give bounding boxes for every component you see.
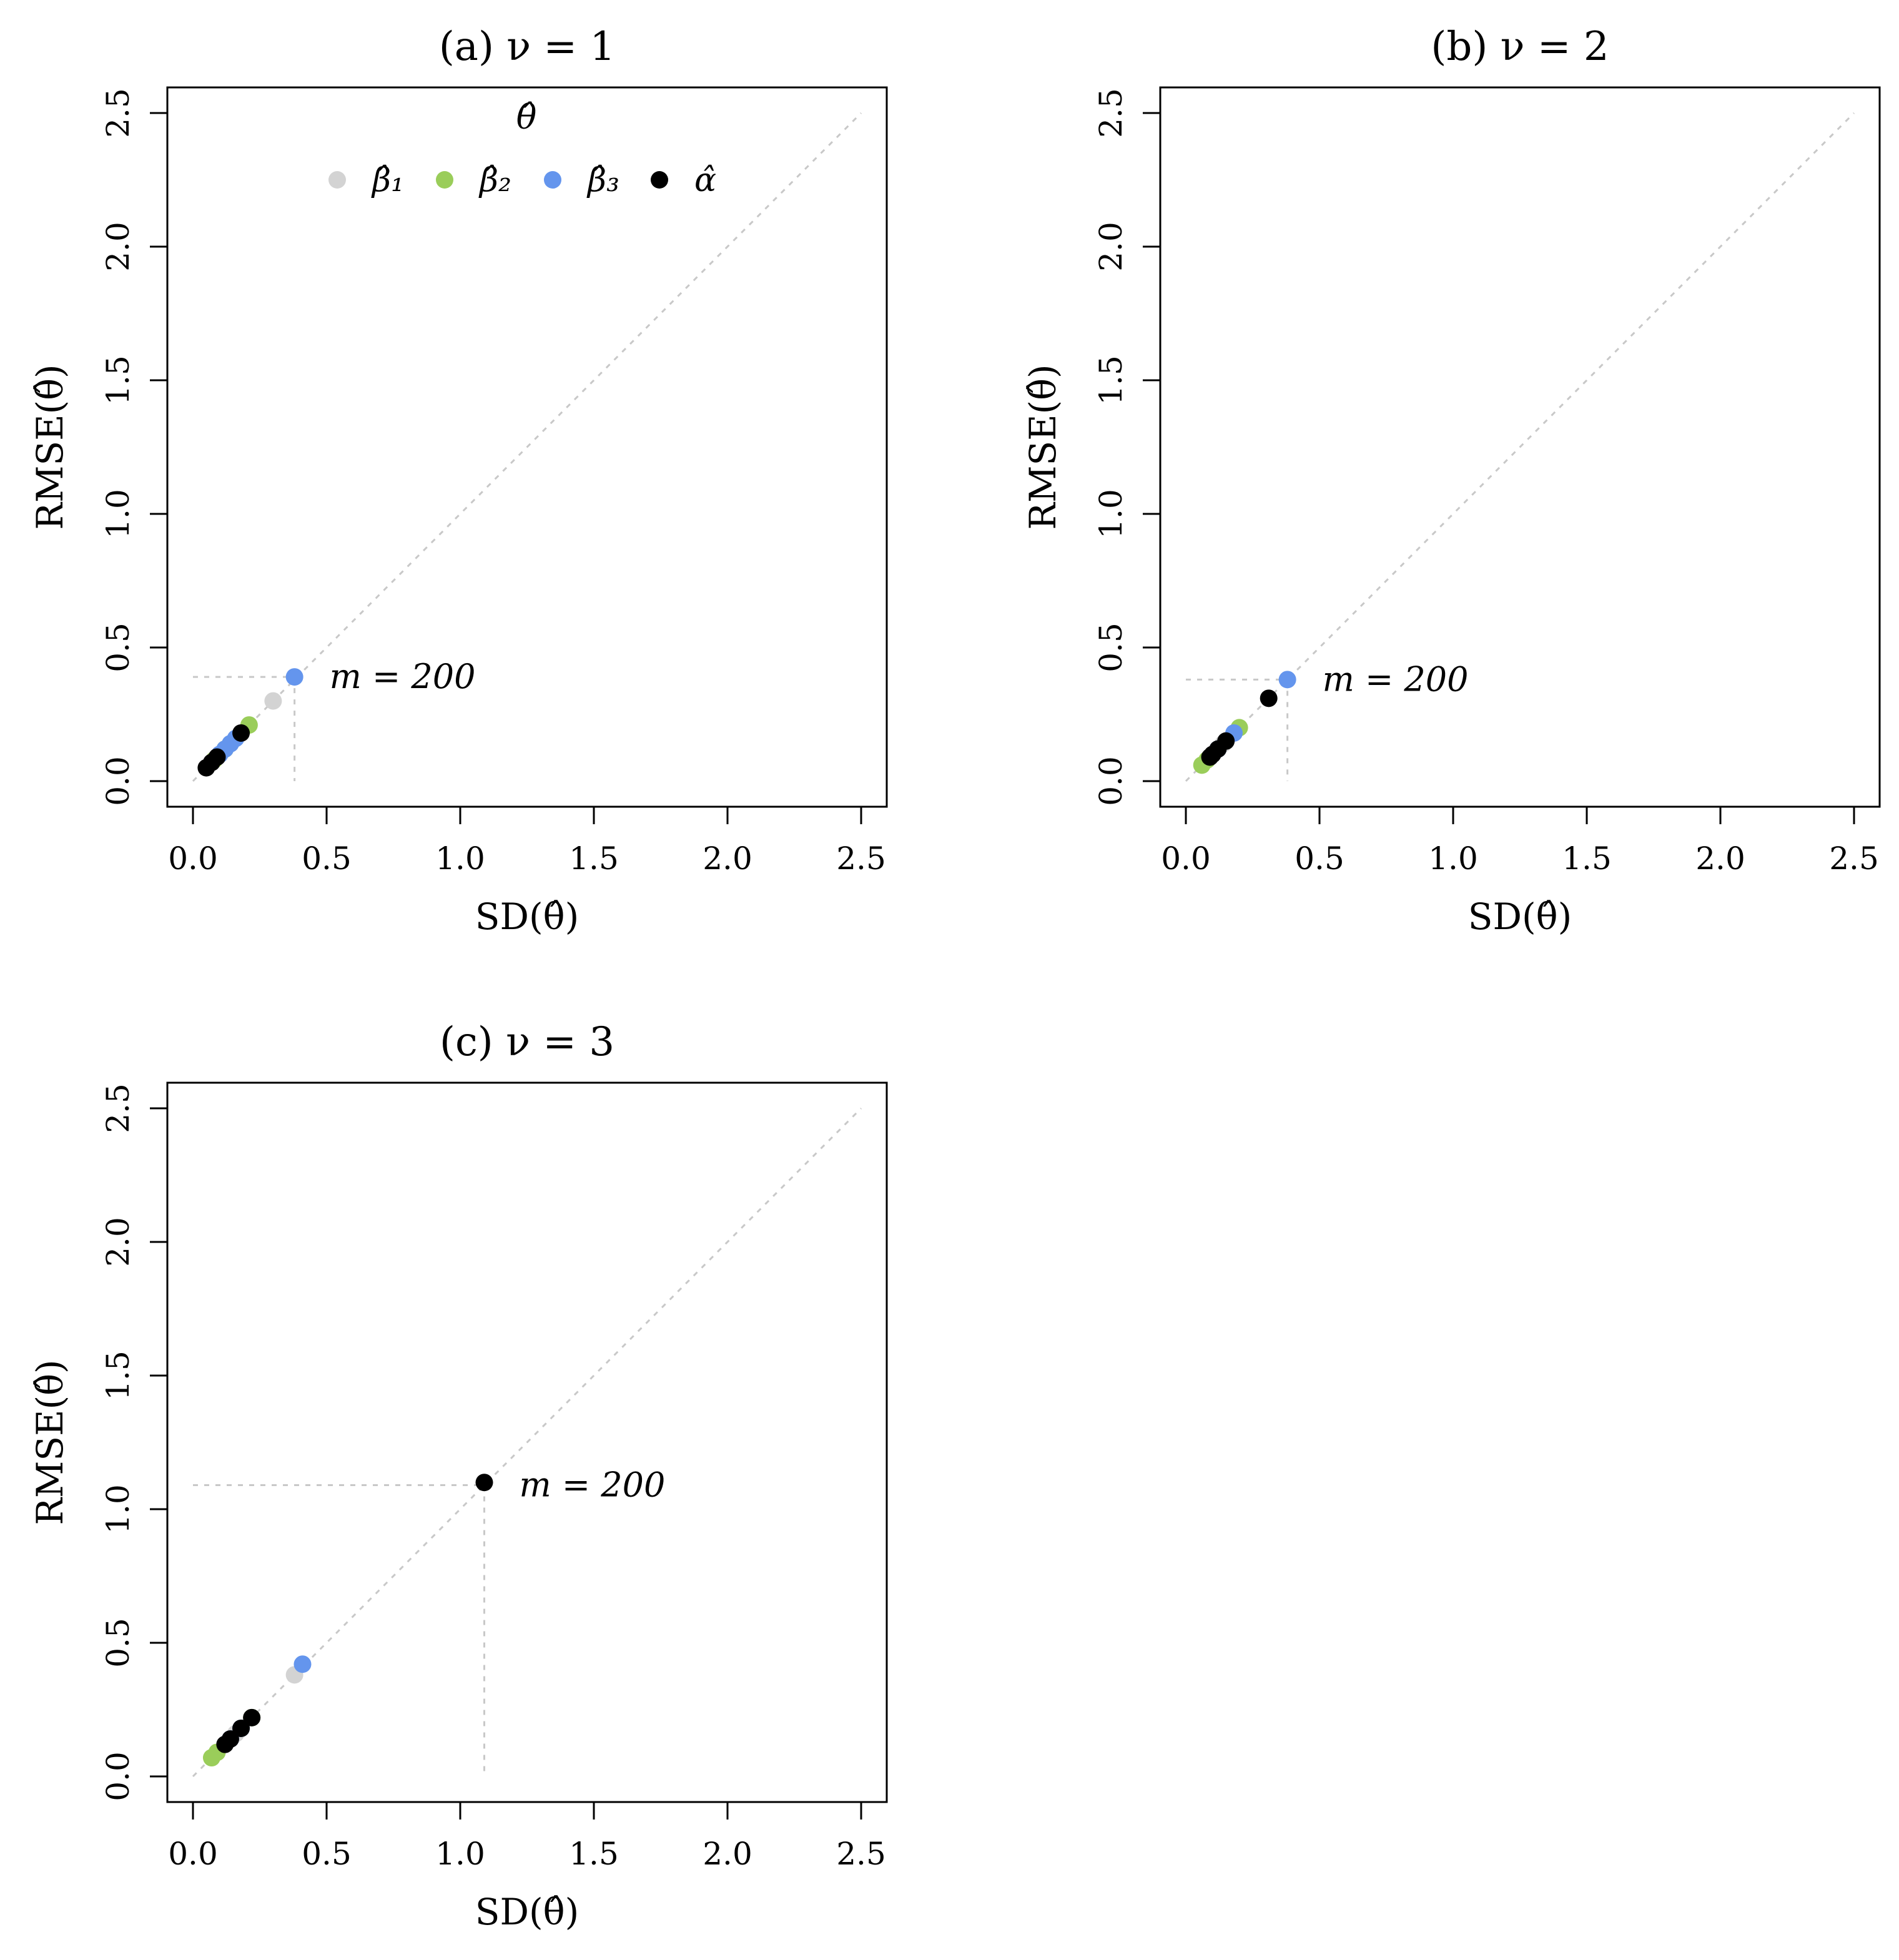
y-tick-label: 2.5 [100,1083,136,1133]
chart-panel-0: (a) ν = 1 0.0 0.5 1.0 1.5 2.0 2.5 0.0 0.5 1.0 1.5 2… [29,24,888,938]
x-tick-label: 1.5 [569,1836,619,1872]
x-axis-label: SD(θ̂) [1468,895,1572,938]
x-tick-label: 0.5 [1295,840,1344,877]
legend-marker [544,171,561,189]
annotation-label: m = 200 [330,657,476,696]
y-tick-label: 1.0 [100,1484,136,1534]
data-point-alpha [475,1474,493,1492]
reference-line [192,112,862,782]
legend-label: α̂ [694,162,716,199]
x-tick-label: 1.5 [569,840,619,877]
x-tick-label: 2.5 [1829,840,1879,877]
x-tick-label: 0.0 [1161,840,1211,877]
y-axis-label: RMSE(θ̂) [29,1359,71,1525]
y-axis-label: RMSE(θ̂) [1022,364,1064,529]
x-axis-label: SD(θ̂) [475,895,579,938]
y-tick-label: 1.5 [100,1351,136,1401]
y-tick-label: 0.0 [1093,756,1129,806]
panel-title: (a) ν = 1 [439,24,615,70]
panel-title: (b) ν = 2 [1431,24,1609,70]
y-tick-label: 2.5 [1093,88,1129,138]
chart-panel-2: (c) ν = 3 0.0 0.5 1.0 1.5 2.0 2.5 0.0 0.5 1.0 1.5 2… [29,1019,888,1933]
data-point-alpha [232,724,250,742]
x-tick-label: 1.0 [435,840,485,877]
legend-label: β̂₃ [586,162,619,199]
y-tick-label: 2.0 [100,1217,136,1267]
x-tick-label: 1.0 [435,1836,485,1872]
data-point-alpha [1201,748,1219,766]
x-tick-label: 1.0 [1428,840,1478,877]
x-tick-label: 2.0 [1695,840,1745,877]
y-tick-label: 1.0 [100,489,136,539]
legend-marker [436,171,453,189]
y-tick-label: 2.0 [1093,222,1129,272]
y-axis-label: RMSE(θ̂) [29,364,71,529]
legend-label: β̂₁ [371,162,404,199]
legend-marker [651,171,668,189]
y-tick-label: 0.5 [100,623,136,672]
data-point-beta3 [293,1655,312,1673]
y-tick-label: 1.5 [1093,355,1129,405]
legend-title: θ̂ [516,97,537,137]
legend-label: β̂₂ [478,162,511,199]
panel-title: (c) ν = 3 [440,1019,614,1065]
x-tick-label: 2.5 [836,840,886,877]
legend-marker [328,171,346,189]
reference-line [1185,112,1855,782]
y-tick-label: 0.5 [100,1618,136,1668]
data-point-beta1 [264,692,282,710]
annotation-label: m = 200 [1323,659,1469,699]
x-tick-label: 0.0 [168,1836,218,1872]
y-tick-label: 1.5 [100,355,136,405]
x-tick-label: 0.5 [302,1836,352,1872]
x-tick-label: 2.0 [703,1836,752,1872]
data-point-alpha [197,759,215,777]
data-point-alpha [243,1708,261,1726]
x-tick-label: 1.5 [1562,840,1612,877]
chart-panel-1: (b) ν = 2 0.0 0.5 1.0 1.5 2.0 2.5 0.0 0.5 1.0 1.5 2… [1022,24,1881,938]
data-point-alpha [1260,689,1278,707]
data-point-beta3 [1278,671,1296,689]
x-axis-label: SD(θ̂) [475,1891,579,1933]
x-tick-label: 0.0 [168,840,218,877]
legend: θ̂ β̂₁ β̂₂ β̂₃ α̂ [328,97,716,199]
y-tick-label: 0.0 [100,1751,136,1801]
y-tick-label: 0.5 [1093,623,1129,672]
x-tick-label: 2.0 [703,840,752,877]
data-point-alpha [232,1719,250,1737]
y-tick-label: 0.0 [100,756,136,806]
y-tick-label: 1.0 [1093,489,1129,539]
y-tick-label: 2.0 [100,222,136,272]
x-tick-label: 2.5 [836,1836,886,1872]
x-tick-label: 0.5 [302,840,352,877]
data-point-beta3 [285,668,303,686]
data-point-alpha [216,1735,234,1753]
annotation-label: m = 200 [520,1465,666,1504]
y-tick-label: 2.5 [100,88,136,138]
